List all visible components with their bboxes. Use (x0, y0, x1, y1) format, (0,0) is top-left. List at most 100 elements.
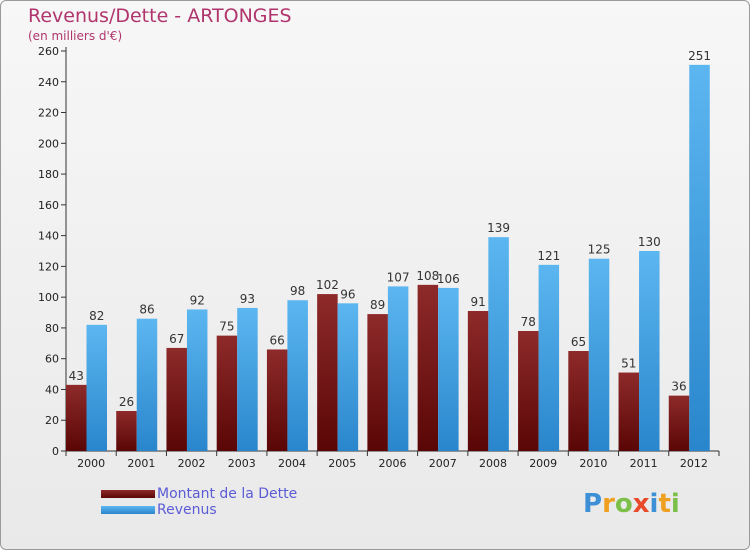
x-tick-label: 2006 (379, 457, 407, 470)
legend-swatch-revenus (101, 506, 155, 514)
data-label-revenus: 82 (89, 309, 104, 323)
bar-dette (166, 347, 187, 451)
legend-label-dette: Montant de la Dette (157, 486, 298, 502)
x-axis: 2000 2001 2002 2003 2004 2005 2006 2007 2008 2009… (65, 450, 720, 470)
x-tick-label: 2004 (278, 457, 306, 470)
data-label-dette: 78 (521, 315, 536, 329)
bar-dette (116, 411, 137, 451)
bar-dette (317, 294, 338, 451)
data-label-revenus: 251 (688, 49, 711, 63)
data-label-dette: 66 (270, 333, 285, 347)
bar-dette (568, 351, 589, 451)
logo-letter: t (658, 489, 671, 519)
x-tick-label: 2011 (630, 457, 658, 470)
logo-letter: P (583, 489, 603, 519)
x-tick-label: 2009 (529, 457, 557, 470)
data-label-revenus: 93 (240, 292, 255, 306)
logo-letter: r (602, 489, 615, 519)
data-label-dette: 108 (416, 269, 439, 283)
y-tick-label: 200 (38, 137, 59, 150)
x-tick-label: 2003 (228, 457, 256, 470)
data-label-dette: 65 (571, 335, 586, 349)
bar-dette (618, 372, 640, 451)
y-tick-label: 220 (38, 107, 59, 120)
bar-dette (467, 311, 489, 451)
data-label-revenus: 121 (537, 249, 560, 263)
logo-letter: i (649, 489, 659, 519)
y-tick-label: 180 (38, 168, 59, 181)
data-label-revenus: 130 (638, 235, 661, 249)
x-tick-label: 2000 (77, 457, 105, 470)
legend-swatch-dette (101, 490, 155, 498)
bar-revenus (237, 307, 258, 451)
data-label-revenus: 125 (588, 243, 611, 257)
y-axis: 0 20 40 60 80 100 120 140 160 180 200 220 240 260 (38, 45, 67, 458)
y-tick-label: 100 (38, 291, 59, 304)
bar-dette (518, 331, 539, 451)
bar-revenus (186, 309, 208, 451)
y-tick-label: 120 (38, 260, 59, 273)
legend-label-revenus: Revenus (157, 502, 217, 518)
data-label-revenus: 86 (139, 303, 154, 317)
y-tick-label: 40 (45, 383, 59, 396)
bar-revenus (337, 303, 359, 451)
bar-revenus (639, 251, 660, 451)
y-tick-label: 140 (38, 230, 59, 243)
y-tick-label: 80 (45, 322, 59, 335)
y-tick-label: 0 (52, 445, 59, 458)
logo-letter: o (614, 489, 633, 519)
bar-dette (367, 314, 388, 451)
x-tick-label: 2007 (429, 457, 457, 470)
x-tick-label: 2012 (680, 457, 708, 470)
bar-revenus (136, 318, 158, 451)
legend: Montant de la Dette Revenus (101, 486, 297, 518)
data-label-revenus: 139 (487, 221, 510, 235)
data-label-revenus: 98 (290, 284, 305, 298)
y-tick-label: 20 (45, 414, 59, 427)
bar-dette (668, 395, 690, 451)
y-tick-label: 160 (38, 199, 59, 212)
data-label-dette: 67 (169, 332, 184, 346)
x-tick-label: 2002 (178, 457, 206, 470)
chart-subtitle: (en milliers d'€) (28, 29, 123, 43)
logo-letter: x (632, 489, 650, 519)
data-label-dette: 75 (219, 320, 234, 334)
x-tick-label: 2005 (328, 457, 356, 470)
bar-revenus (488, 237, 509, 451)
data-label-dette: 26 (119, 395, 134, 409)
bar-dette (216, 335, 238, 451)
bar-revenus (588, 258, 610, 451)
legend-item-dette: Montant de la Dette (101, 486, 297, 502)
data-label-dette: 51 (621, 357, 636, 371)
bar-revenus (538, 264, 560, 451)
bars (66, 64, 710, 451)
data-label-dette: 102 (316, 278, 339, 292)
data-label-revenus: 96 (340, 287, 355, 301)
y-tick-label: 240 (38, 76, 59, 89)
proxiti-logo: Proxiti (583, 489, 680, 519)
data-label-dette: 43 (69, 369, 84, 383)
data-label-dette: 36 (671, 380, 686, 394)
y-tick-label: 260 (38, 45, 59, 58)
bar-revenus (438, 287, 459, 451)
bar-dette (66, 384, 87, 451)
bar-revenus (86, 324, 107, 451)
legend-item-revenus: Revenus (101, 502, 297, 518)
y-tick-label: 60 (45, 353, 59, 366)
bar-revenus (287, 300, 308, 451)
data-label-revenus: 106 (437, 272, 460, 286)
x-tick-label: 2001 (127, 457, 155, 470)
bar-revenus (387, 286, 409, 451)
bar-dette (266, 349, 288, 451)
logo-letter: i (670, 489, 680, 519)
data-label-dette: 91 (470, 295, 485, 309)
x-tick-label: 2008 (479, 457, 507, 470)
bar-revenus (689, 64, 710, 451)
chart-title: Revenus/Dette - ARTONGES (28, 5, 292, 27)
bar-dette (417, 284, 439, 451)
data-label-revenus: 107 (387, 270, 410, 284)
data-label-revenus: 92 (190, 293, 205, 307)
